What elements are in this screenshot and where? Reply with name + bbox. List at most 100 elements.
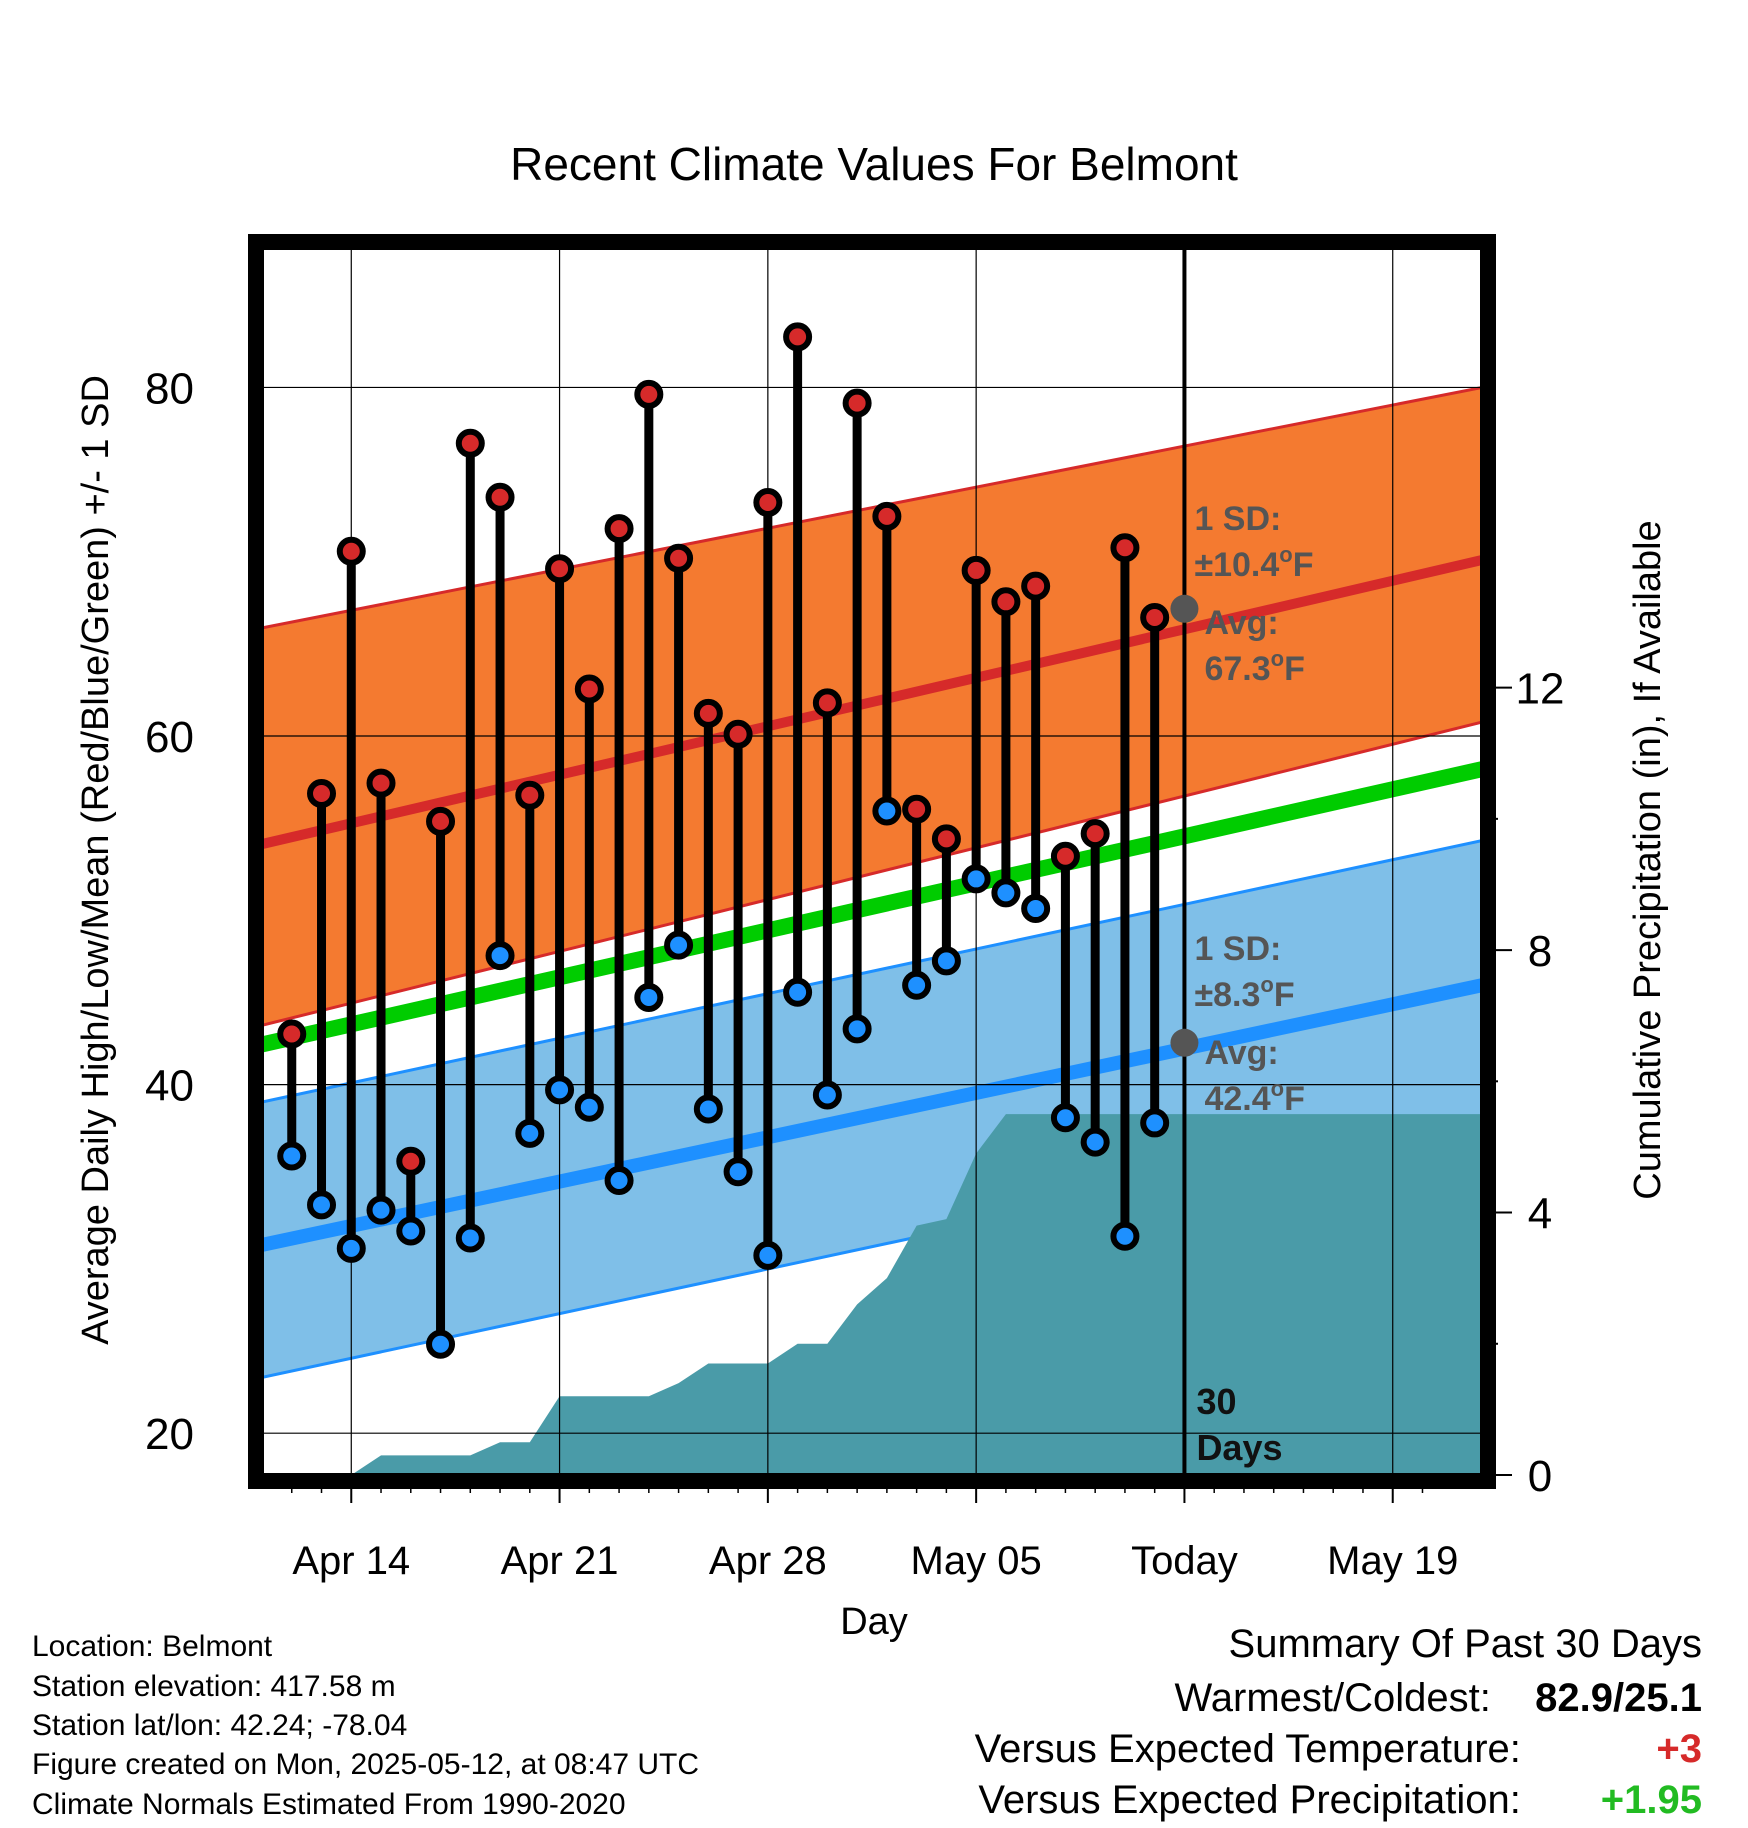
high-point (336, 536, 366, 566)
high-point (664, 543, 694, 573)
low-point (545, 1075, 575, 1105)
low-point (485, 941, 515, 971)
high-point (783, 322, 813, 352)
footer-created: Figure created on Mon, 2025-05-12, at 08… (32, 1748, 700, 1781)
low-avg-value: 42.4oF (1204, 1076, 1304, 1118)
low-point (664, 930, 694, 960)
high-point (961, 555, 991, 585)
low-point (515, 1118, 545, 1148)
high-point (842, 388, 872, 418)
high-point (545, 554, 575, 584)
low-point (902, 970, 932, 1000)
summary-warmest: Warmest/Coldest: 82.9/25.1 (1175, 1674, 1703, 1722)
low-point (1050, 1103, 1080, 1133)
high-point (872, 501, 902, 531)
low-point (455, 1223, 485, 1253)
summary-warmest-label: Warmest/Coldest: (1174, 1676, 1491, 1720)
y-tick-label: 80 (145, 364, 194, 413)
footer-elevation: Station elevation: 417.58 m (32, 1670, 396, 1703)
y-tick-label: 60 (145, 713, 194, 762)
low-point (574, 1092, 604, 1122)
high-point (277, 1019, 307, 1049)
window-label-unit: Days (1196, 1427, 1282, 1468)
low-point (277, 1141, 307, 1171)
plot-frame (248, 234, 1496, 1489)
high-sd-title: 1 SD: (1194, 500, 1281, 538)
high-band-lower-edge (262, 720, 1482, 1027)
summary-precip-label: Versus Expected Precipitation: (978, 1778, 1521, 1822)
precipitation-area (262, 1114, 1482, 1475)
high-point (753, 487, 783, 517)
high-point (634, 379, 664, 409)
low-point (604, 1165, 634, 1195)
high-point (723, 719, 753, 749)
y-axis-label: Average Daily High/Low/Mean (Red/Blue/Gr… (75, 375, 117, 1345)
high-point (693, 698, 723, 728)
plot-inner: 1 SD: ±10.4oF Avg: 67.3oF 1 SD: ±8.3oF Avg: 42.… (262, 248, 1482, 1475)
high-point (307, 779, 337, 809)
low-sd-title: 1 SD: (1194, 930, 1281, 968)
x-tick-label: Today (1131, 1539, 1238, 1583)
high-point (515, 780, 545, 810)
high-normal-line (262, 555, 1482, 849)
low-point (1140, 1108, 1170, 1138)
low-normal-line (262, 978, 1482, 1252)
high-point (902, 794, 932, 824)
low-point (366, 1195, 396, 1225)
low-point (307, 1190, 337, 1220)
low-point (336, 1233, 366, 1263)
high-point (396, 1146, 426, 1176)
high-avg-title: Avg: (1204, 604, 1278, 642)
mean-normal-line (262, 761, 1482, 1053)
y2-tick-label: 0 (1528, 1452, 1552, 1501)
y-tick-label: 40 (145, 1062, 194, 1111)
x-axis-label: Day (840, 1601, 908, 1643)
low-point (1021, 894, 1051, 924)
y2-tick-label: 12 (1516, 665, 1565, 714)
summary-precipitation: Versus Expected Precipitation: +1.95 (978, 1776, 1702, 1824)
low-point (753, 1240, 783, 1270)
high-point (1021, 571, 1051, 601)
low-point (693, 1094, 723, 1124)
high-point (931, 824, 961, 854)
low-point (426, 1329, 456, 1359)
low-point (961, 864, 991, 894)
high-point (1110, 533, 1140, 563)
low-point (931, 946, 961, 976)
high-point (366, 768, 396, 798)
high-band-upper-edge (262, 385, 1482, 630)
summary-precip-value: +1.95 (1600, 1778, 1702, 1822)
high-avg-value: 67.3oF (1204, 646, 1304, 688)
footer-normals: Climate Normals Estimated From 1990-2020 (32, 1788, 626, 1821)
y2-axis-label: Cumulative Precipitation (in), If Availa… (1627, 520, 1669, 1199)
low-point (872, 796, 902, 826)
y2-tick-label: 8 (1528, 927, 1552, 976)
high-point (426, 806, 456, 836)
high-point (574, 674, 604, 704)
window-label-number: 30 (1196, 1381, 1236, 1422)
x-tick-label: May 19 (1327, 1539, 1458, 1583)
high-point (1050, 841, 1080, 871)
high-point (604, 514, 634, 544)
low-point (991, 878, 1021, 908)
low-point (1110, 1221, 1140, 1251)
low-point (634, 982, 664, 1012)
plot-area: 1 SD: ±10.4oF Avg: 67.3oF 1 SD: ±8.3oF Avg: 42.… (145, 234, 1565, 1583)
footer-location: Location: Belmont (32, 1630, 273, 1663)
high-point (1140, 602, 1170, 632)
low-point (723, 1157, 753, 1187)
low-point (1080, 1127, 1110, 1157)
y-tick-label: 20 (145, 1410, 194, 1459)
low-point (812, 1080, 842, 1110)
high-sd-value: ±10.4oF (1194, 542, 1313, 584)
high-point (812, 688, 842, 718)
low-point (783, 977, 813, 1007)
high-point (991, 587, 1021, 617)
low-today-normal-point (1170, 1028, 1199, 1057)
footer-latlon: Station lat/lon: 42.24; -78.04 (32, 1709, 408, 1742)
chart-title: Recent Climate Values For Belmont (510, 138, 1238, 190)
x-tick-label: Apr 14 (292, 1539, 410, 1583)
low-point (842, 1014, 872, 1044)
y2-tick-label: 4 (1528, 1190, 1552, 1239)
